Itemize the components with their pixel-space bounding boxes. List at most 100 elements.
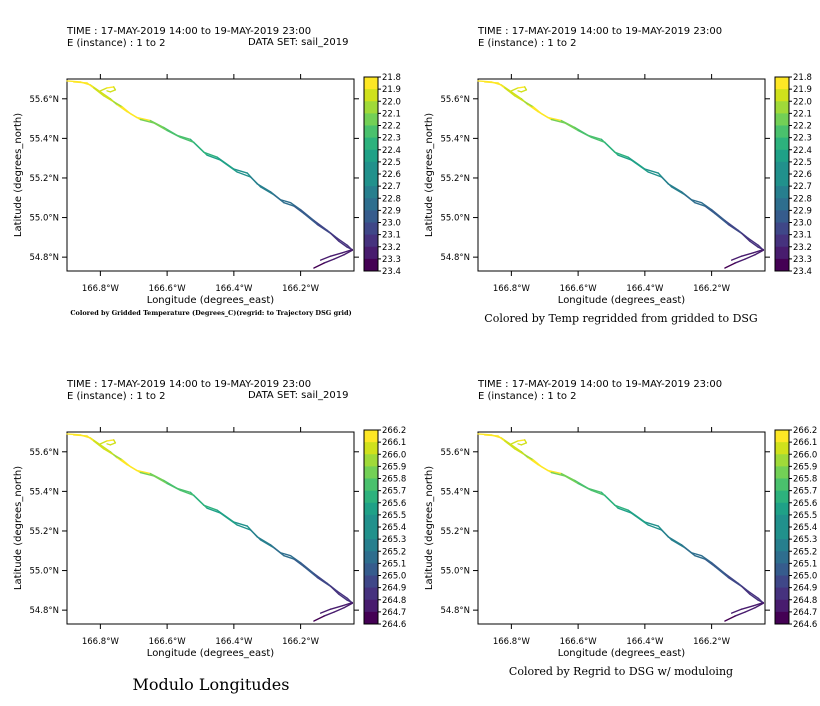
- colorbar-label: 266.1: [793, 438, 817, 448]
- track-2-segment: [92, 440, 105, 450]
- track-2-segment: [660, 529, 673, 541]
- colorbar-swatch: [364, 587, 378, 601]
- colorbar-swatch: [364, 198, 378, 211]
- track-1-segment: [233, 168, 248, 174]
- x-tick-label: 166.4°W: [626, 284, 664, 294]
- track-2-segment: [303, 565, 318, 579]
- colorbar-label: 23.0: [793, 219, 812, 229]
- y-tick-label: 54.8°N: [29, 606, 59, 616]
- y-tick-label: 55.4°N: [29, 487, 59, 497]
- colorbar-swatch: [775, 89, 789, 102]
- track-1-segment: [313, 572, 329, 585]
- track-2-segment: [166, 482, 182, 492]
- colorbar-label: 264.6: [382, 620, 406, 630]
- chart-caption: Modulo Longitudes: [133, 675, 290, 694]
- track-2-segment: [249, 176, 262, 188]
- track-5-segment: [740, 605, 755, 610]
- colorbar-swatch: [775, 442, 789, 455]
- header-instance: E (instance) : 1 to 2: [478, 391, 577, 402]
- colorbar-label: 23.4: [793, 267, 812, 277]
- track-5-segment: [319, 255, 332, 261]
- track-1-segment: [279, 552, 292, 557]
- colorbar-swatch: [775, 466, 789, 479]
- track-2-segment: [219, 159, 238, 173]
- track-2-segment: [329, 585, 340, 596]
- track-5-segment: [730, 255, 743, 261]
- track-1-segment: [644, 168, 659, 174]
- colorbar-label: 23.3: [382, 255, 401, 265]
- track-2-segment: [236, 524, 252, 531]
- y-axis-label: Latitude (degrees_north): [424, 466, 435, 590]
- y-tick-label: 55.6°N: [29, 95, 59, 105]
- track-2-segment: [647, 524, 663, 531]
- colorbar-swatch: [775, 161, 789, 175]
- colorbar-swatch: [775, 430, 789, 443]
- track-2-segment: [532, 106, 543, 115]
- track-1-segment: [710, 208, 726, 222]
- header-dataset: DATA SET: sail_2019: [248, 37, 349, 48]
- colorbar-label: 264.6: [793, 620, 817, 630]
- track-2-segment: [103, 95, 115, 103]
- colorbar-swatch: [364, 77, 378, 90]
- track-1-segment: [724, 572, 740, 585]
- colorbar-swatch: [775, 137, 789, 151]
- y-tick-label: 55.2°N: [29, 174, 59, 184]
- track-2-segment: [540, 112, 553, 121]
- track-2-segment: [749, 593, 760, 601]
- track-2-segment: [129, 112, 142, 121]
- track-2-segment: [259, 186, 275, 196]
- x-axis-label: Longitude (degrees_east): [558, 648, 685, 659]
- track-2-segment: [72, 81, 88, 84]
- track-2-segment: [121, 106, 132, 115]
- colorbar-label: 22.9: [382, 206, 401, 216]
- x-tick-label: 166.6°W: [560, 637, 598, 647]
- colorbar-swatch: [364, 174, 378, 187]
- track-4-segment: [754, 249, 765, 256]
- track-1-segment: [700, 202, 713, 211]
- track-2-segment: [590, 136, 606, 144]
- track-1-segment: [710, 561, 726, 575]
- colorbar-label: 265.2: [793, 547, 817, 557]
- track-2-segment: [338, 593, 349, 601]
- track-2-segment: [550, 118, 566, 124]
- track-1-segment: [99, 444, 112, 453]
- track-2-segment: [630, 512, 649, 526]
- track-2-segment: [740, 585, 751, 596]
- track-2-segment: [704, 558, 716, 568]
- track-3-segment: [517, 90, 523, 93]
- colorbar-label: 22.1: [793, 109, 812, 119]
- colorbar-label: 22.6: [793, 170, 812, 180]
- track-2-segment: [564, 122, 579, 132]
- header-time: TIME : 17-MAY-2019 14:00 to 19-MAY-2019 …: [66, 26, 311, 37]
- track-3-segment: [106, 90, 112, 93]
- x-tick-label: 166.8°W: [493, 284, 531, 294]
- x-tick-label: 166.6°W: [560, 284, 598, 294]
- colorbar-label: 23.1: [382, 231, 401, 241]
- colorbar-label: 265.0: [793, 572, 817, 582]
- x-tick-label: 166.2°W: [282, 637, 320, 647]
- colorbar-swatch: [364, 575, 378, 589]
- track-2-segment: [329, 232, 340, 243]
- colorbar-label: 266.2: [793, 426, 817, 436]
- track-5-segment: [319, 608, 332, 614]
- track-2-segment: [660, 176, 673, 188]
- colorbar-swatch: [775, 125, 789, 139]
- colorbar-swatch: [364, 101, 378, 114]
- track-4-segment: [734, 611, 746, 617]
- track-5-segment: [752, 248, 765, 254]
- colorbar-label: 266.0: [382, 450, 406, 460]
- x-tick-label: 166.6°W: [149, 637, 187, 647]
- track-2-segment: [540, 465, 553, 474]
- track-2-segment: [293, 205, 305, 215]
- x-tick-label: 166.6°W: [149, 284, 187, 294]
- colorbar-label: 265.7: [382, 487, 406, 497]
- y-tick-label: 55.6°N: [440, 448, 470, 458]
- track-4-segment: [724, 615, 736, 622]
- colorbar-label: 22.5: [382, 158, 401, 168]
- track-1-segment: [644, 521, 659, 527]
- track-2-segment: [273, 194, 285, 204]
- colorbar-label: 22.5: [793, 158, 812, 168]
- colorbar-swatch: [775, 113, 789, 126]
- x-axis-label: Longitude (degrees_east): [147, 295, 274, 306]
- track-1-segment: [289, 555, 302, 564]
